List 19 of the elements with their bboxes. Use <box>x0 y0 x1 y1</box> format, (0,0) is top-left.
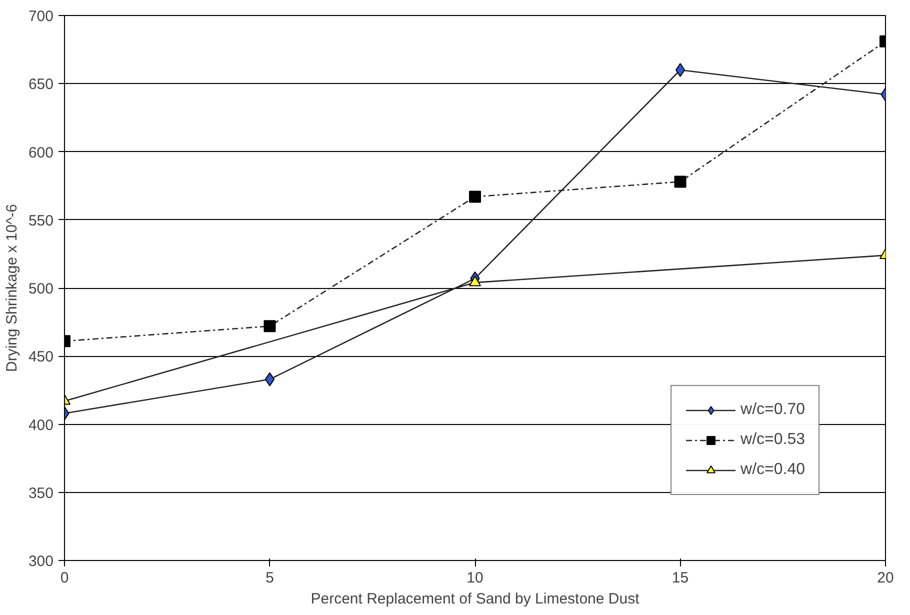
legend-label: w/c=0.70 <box>740 401 805 419</box>
legend-label: w/c=0.53 <box>740 431 805 449</box>
x-axis-title: Percent Replacement of Sand by Limestone Dust <box>310 590 640 608</box>
y-tick-label: 450 <box>28 348 54 366</box>
x-tick-label: 15 <box>672 570 689 586</box>
y-tick-label: 350 <box>28 484 54 502</box>
y-tick-label: 500 <box>28 280 54 298</box>
legend-label: w/c=0.40 <box>740 461 805 479</box>
x-tick-label: 0 <box>60 570 69 586</box>
y-tick-label: 600 <box>28 144 54 162</box>
y-tick-label: 400 <box>28 416 54 434</box>
x-tick-label: 10 <box>466 570 484 586</box>
y-tick-label: 550 <box>28 212 54 230</box>
y-tick-label: 300 <box>28 553 54 570</box>
x-tick-label: 5 <box>266 570 274 586</box>
x-tick-label: 20 <box>877 570 894 586</box>
y-tick-label: 700 <box>28 8 54 25</box>
y-tick-label: 650 <box>28 76 54 94</box>
y-axis-title: Drying Shrinkage x 10^-6 <box>3 204 20 372</box>
